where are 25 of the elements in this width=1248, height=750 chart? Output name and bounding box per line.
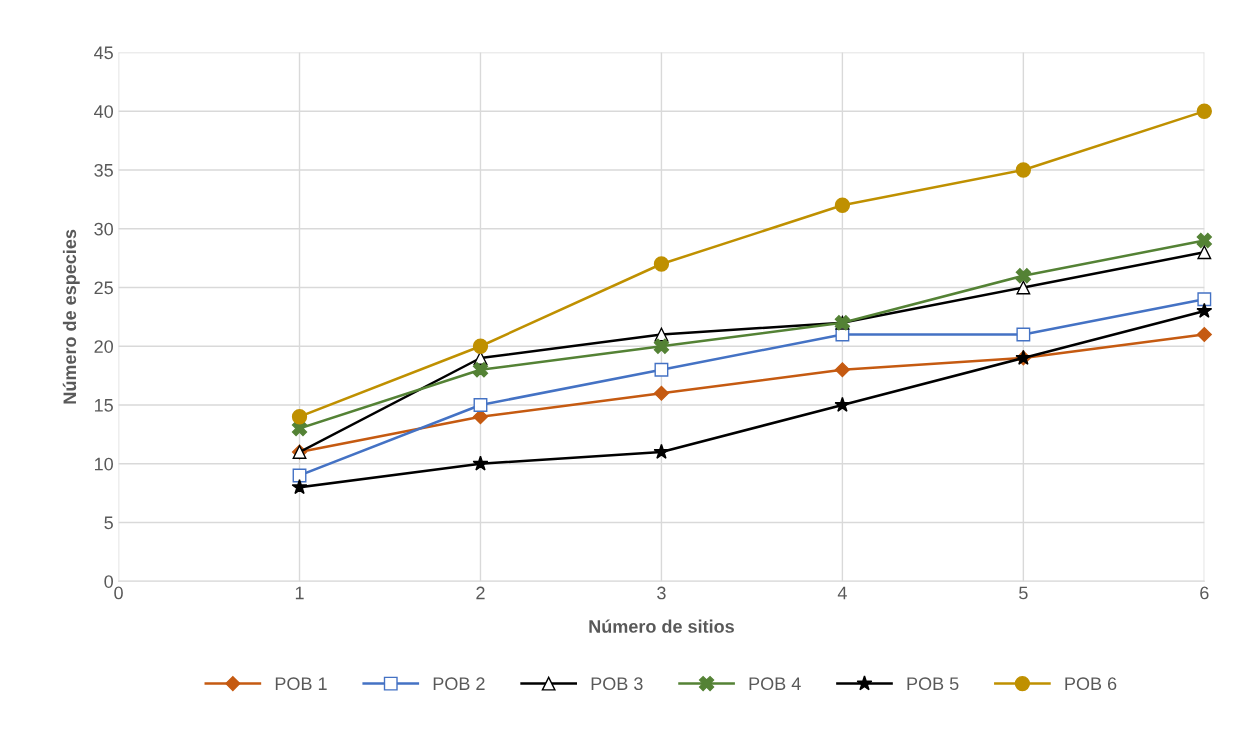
y-tick-label: 40 — [94, 105, 113, 118]
legend-label: POB 2 — [433, 677, 485, 691]
y-tick-label: 25 — [94, 281, 113, 295]
legend-label: POB 3 — [591, 677, 643, 691]
x-tick-label: 4 — [837, 586, 847, 600]
x-tick-label: 5 — [1019, 586, 1028, 600]
y-tick-label: 35 — [94, 163, 113, 177]
legend-label: POB 6 — [1065, 677, 1117, 691]
x-tick-label: 6 — [1200, 586, 1209, 600]
y-tick-label: 0 — [104, 575, 113, 588]
x-axis-title: Número de sitios — [589, 619, 734, 633]
x-tick-label: 2 — [476, 586, 485, 600]
y-tick-label: 10 — [94, 457, 113, 471]
x-tick-label: 3 — [657, 586, 666, 600]
x-tick-label: 0 — [114, 586, 123, 600]
legend-label: POB 5 — [907, 677, 959, 691]
y-tick-label: 15 — [94, 399, 113, 412]
y-tick-label: 20 — [94, 340, 113, 353]
y-tick-label: 30 — [94, 222, 113, 236]
legend-label: POB 4 — [749, 677, 801, 691]
y-tick-label: 45 — [94, 46, 113, 60]
y-axis-title: Número de especies — [62, 229, 80, 404]
x-tick-label: 1 — [295, 586, 304, 600]
y-tick-label: 5 — [104, 516, 113, 530]
legend-label: POB 1 — [275, 677, 327, 691]
